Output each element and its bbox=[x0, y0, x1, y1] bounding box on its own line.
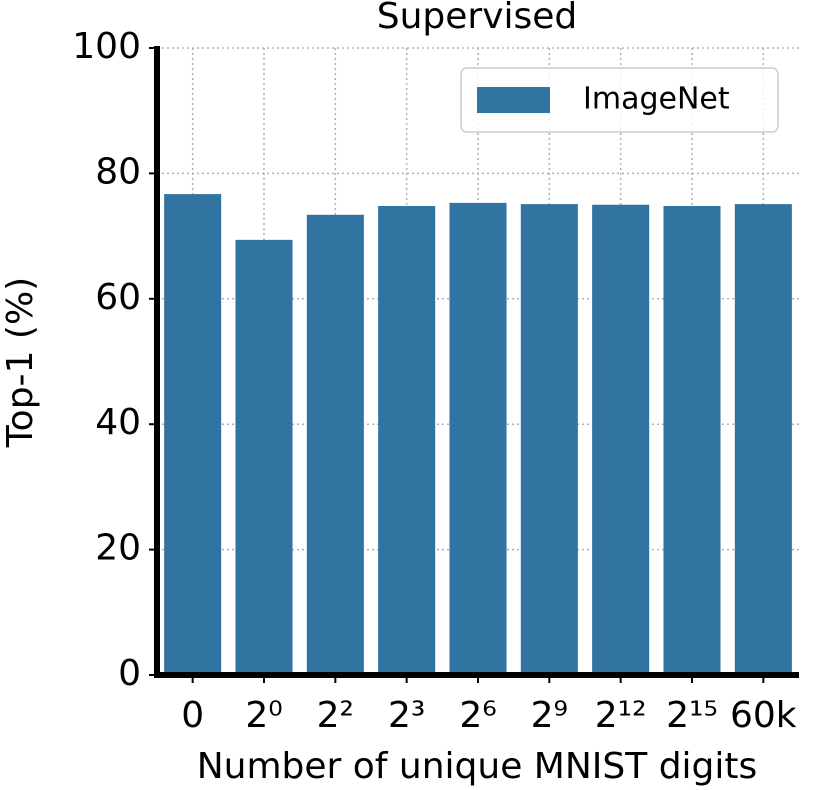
legend-box bbox=[460, 67, 779, 133]
chart-title: Supervised bbox=[377, 0, 578, 37]
x-tick-label: 2⁰ bbox=[245, 695, 282, 736]
y-tick-label: 40 bbox=[95, 402, 141, 443]
x-axis-label: Number of unique MNIST digits bbox=[197, 746, 758, 787]
x-tick-label: 2⁹ bbox=[531, 695, 568, 736]
bar bbox=[592, 204, 650, 675]
bar bbox=[449, 202, 507, 675]
bar bbox=[520, 204, 578, 676]
y-tick-label: 60 bbox=[95, 277, 141, 318]
x-tick-label: 2⁶ bbox=[459, 695, 496, 736]
x-tick-label: 60k bbox=[730, 695, 797, 736]
x-tick-label: 2² bbox=[317, 695, 354, 736]
legend-label: ImageNet bbox=[583, 82, 730, 117]
y-tick-label: 100 bbox=[72, 26, 141, 67]
bar bbox=[164, 194, 222, 675]
y-axis-label: Top-1 (%) bbox=[0, 277, 41, 448]
legend-swatch bbox=[477, 87, 550, 113]
bar bbox=[734, 204, 792, 676]
x-tick-label: 2³ bbox=[388, 695, 425, 736]
x-tick-label: 2¹⁵ bbox=[666, 695, 718, 736]
x-tick-label: 2¹² bbox=[595, 695, 647, 736]
bar bbox=[663, 206, 721, 675]
bar bbox=[235, 239, 293, 675]
bar bbox=[306, 214, 364, 676]
bar bbox=[378, 206, 436, 675]
y-tick-label: 0 bbox=[118, 653, 141, 694]
x-tick-label: 0 bbox=[181, 695, 204, 736]
y-tick-label: 80 bbox=[95, 151, 141, 192]
y-tick-label: 20 bbox=[95, 528, 141, 569]
